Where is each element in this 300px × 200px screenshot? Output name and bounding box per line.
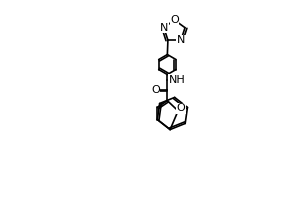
Text: N: N [160,23,168,33]
Text: NH: NH [169,75,185,85]
Text: N: N [177,35,185,45]
Text: O: O [170,15,179,25]
Text: O: O [151,85,160,95]
Text: O: O [176,103,185,113]
